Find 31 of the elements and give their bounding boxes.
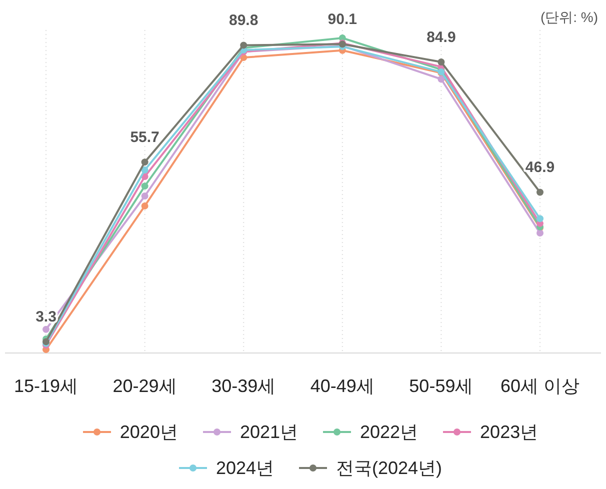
legend-label: 2020년 (120, 421, 178, 444)
data-label: 3.3 (36, 308, 56, 326)
point (536, 230, 544, 237)
point (536, 188, 544, 196)
legend-label: 2023년 (480, 421, 538, 444)
x-tick-label: 20-29세 (112, 376, 177, 396)
legend-label: 2024년 (216, 457, 274, 480)
data-label: 90.1 (328, 11, 357, 28)
point (42, 326, 50, 333)
point (141, 182, 148, 190)
data-label: 89.8 (229, 12, 258, 30)
point (141, 192, 148, 200)
data-label: 46.9 (525, 159, 555, 176)
x-tick-label: 50-59세 (409, 376, 474, 396)
point (438, 58, 445, 66)
data-label: 55.7 (130, 129, 160, 146)
legend-label: 2022년 (360, 421, 418, 444)
x-tick-label: 15-19세 (14, 376, 78, 396)
x-tick-label: 40-49세 (310, 376, 374, 396)
data-label: 84.9 (426, 28, 456, 46)
point (240, 42, 248, 49)
legend-label: 전국(2024년) (336, 457, 442, 480)
point (141, 202, 148, 210)
point (536, 215, 544, 222)
legend-label: 2021년 (240, 421, 298, 444)
point (438, 76, 445, 83)
x-tick-label: 30-39세 (212, 376, 276, 396)
point (141, 166, 148, 174)
text: (단위: %) (540, 9, 598, 25)
x-tick-label: 60세 이상 (500, 376, 580, 396)
point (141, 158, 148, 166)
